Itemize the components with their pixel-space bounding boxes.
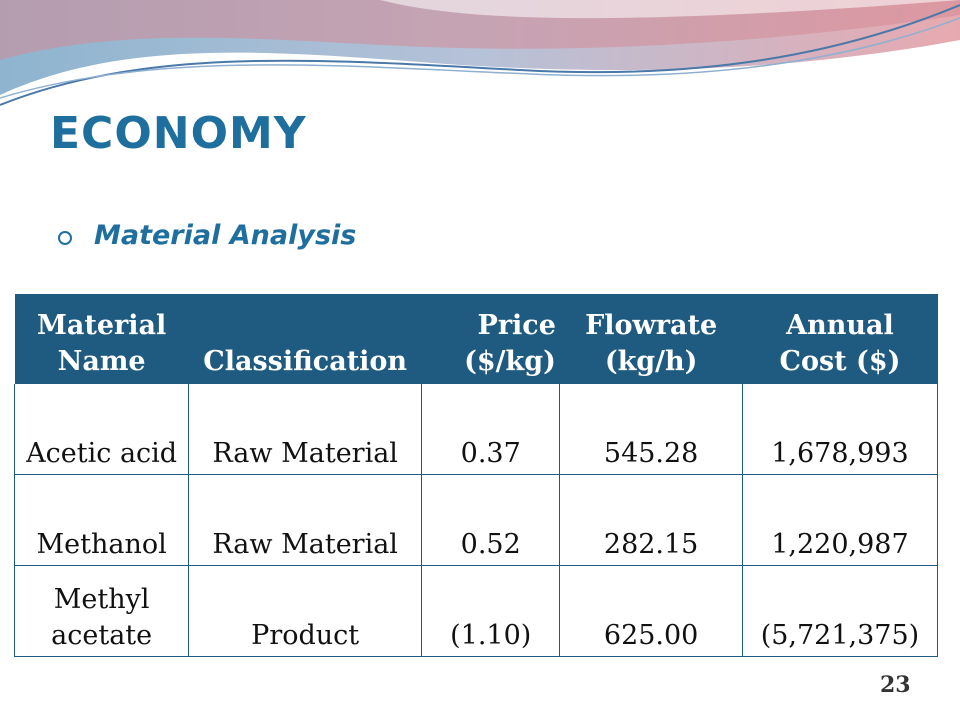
cell-material-name: Acetic acid [13, 384, 190, 475]
header-material-name: Material Name [14, 294, 189, 384]
cell-annual-cost: 1,678,993 [741, 384, 939, 475]
slide-title: ECONOMY [50, 108, 307, 159]
bullet-label: Material Analysis [94, 220, 357, 251]
table-row: Acetic acid Raw Material 0.37 545.28 1,6… [13, 384, 939, 475]
cell-classification: Product [188, 565, 423, 657]
cell-material-name: Methyl acetate [13, 565, 190, 657]
cell-price: 0.37 [421, 384, 561, 475]
cell-annual-cost: 1,220,987 [741, 474, 939, 566]
bullet-item: Material Analysis [58, 220, 356, 251]
header-price: Price ($/kg) [421, 294, 560, 384]
material-analysis-table: Material Name Classification Price ($/kg) … [13, 294, 939, 657]
cell-price: 0.52 [421, 474, 561, 566]
header-flowrate: Flowrate (kg/h) [559, 294, 743, 384]
table-row: Methanol Raw Material 0.52 282.15 1,220,… [13, 474, 939, 566]
table-row: Methyl acetate Product (1.10) 625.00 (5,7… [13, 565, 939, 657]
cell-flowrate: 625.00 [559, 565, 743, 657]
table-header-row: Material Name Classification Price ($/kg) … [14, 294, 938, 384]
header-annual-cost: Annual Cost ($) [742, 294, 938, 384]
cell-material-name: Methanol [13, 474, 190, 566]
cell-flowrate: 282.15 [559, 474, 743, 566]
page-number: 23 [880, 672, 911, 698]
circle-bullet-icon [58, 230, 72, 245]
cell-classification: Raw Material [188, 474, 423, 566]
cell-flowrate: 545.28 [559, 384, 743, 475]
cell-classification: Raw Material [188, 384, 423, 475]
cell-price: (1.10) [421, 565, 561, 657]
header-wave-decoration [0, 0, 960, 106]
header-classification: Classification [188, 294, 422, 384]
cell-annual-cost: (5,721,375) [741, 565, 939, 657]
